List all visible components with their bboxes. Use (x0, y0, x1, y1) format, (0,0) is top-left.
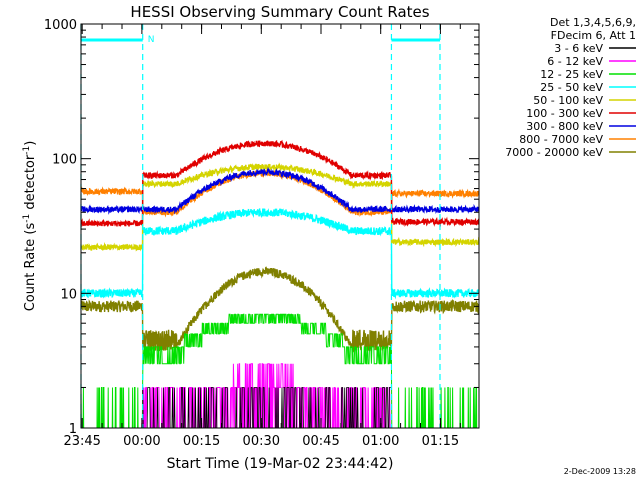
series-line-yellow (81, 162, 479, 252)
legend-entry-label-8: 7000 - 20000 keV (505, 146, 603, 159)
x-tick-label-2: 00:15 (183, 434, 220, 449)
series-line-olive (81, 266, 479, 353)
legend-header-line1: Det 1,3,4,5,6,9, (550, 16, 636, 29)
y-tick-label-0: 1 (69, 422, 77, 437)
timestamp: 2-Dec-2009 13:28 (564, 467, 636, 476)
plot-frame (80, 23, 480, 429)
legend-entry-label-0: 3 - 6 keV (554, 42, 603, 55)
legend-entry-label-1: 6 - 12 keV (547, 55, 603, 68)
y-tick-label-1: 10 (60, 287, 77, 302)
chart-title: HESSI Observing Summary Count Rates (130, 3, 429, 21)
legend-entry-label-2: 12 - 25 keV (540, 68, 603, 81)
legend-header-line2: FDecim 6, Att 1 (551, 29, 636, 42)
legend-entry-label-4: 50 - 100 keV (533, 94, 603, 107)
legend-entry-label-6: 300 - 800 keV (526, 120, 603, 133)
series-line-green (81, 313, 478, 428)
series-line-blue (81, 166, 479, 215)
night-flag-label: N (148, 35, 155, 45)
x-tick-label-6: 01:15 (422, 434, 459, 449)
y-axis-label: Count Rate (s-1 detector-1) (22, 141, 38, 312)
x-tick-label-4: 00:45 (302, 434, 339, 449)
series-line-magenta (142, 363, 392, 428)
x-tick-label-3: 00:30 (243, 434, 280, 449)
x-tick-label-5: 01:00 (362, 434, 399, 449)
legend: Det 1,3,4,5,6,9, FDecim 6, Att 1 3 - 6 k… (505, 16, 636, 159)
legend-entry-label-3: 25 - 50 keV (540, 81, 603, 94)
y-tick-label-2: 100 (52, 153, 77, 168)
legend-entry-label-7: 800 - 7000 keV (519, 133, 603, 146)
y-tick-label-3: 1000 (44, 18, 77, 33)
x-tick-label-1: 00:00 (123, 434, 160, 449)
series-line-cyan (81, 207, 479, 300)
x-axis-label: Start Time (19-Mar-02 23:44:42) (167, 456, 394, 472)
x-tick-label-0: 23:45 (63, 434, 100, 449)
legend-entry-label-5: 100 - 300 keV (526, 107, 603, 120)
series-line-black (142, 387, 392, 428)
series-line-red (81, 139, 479, 228)
